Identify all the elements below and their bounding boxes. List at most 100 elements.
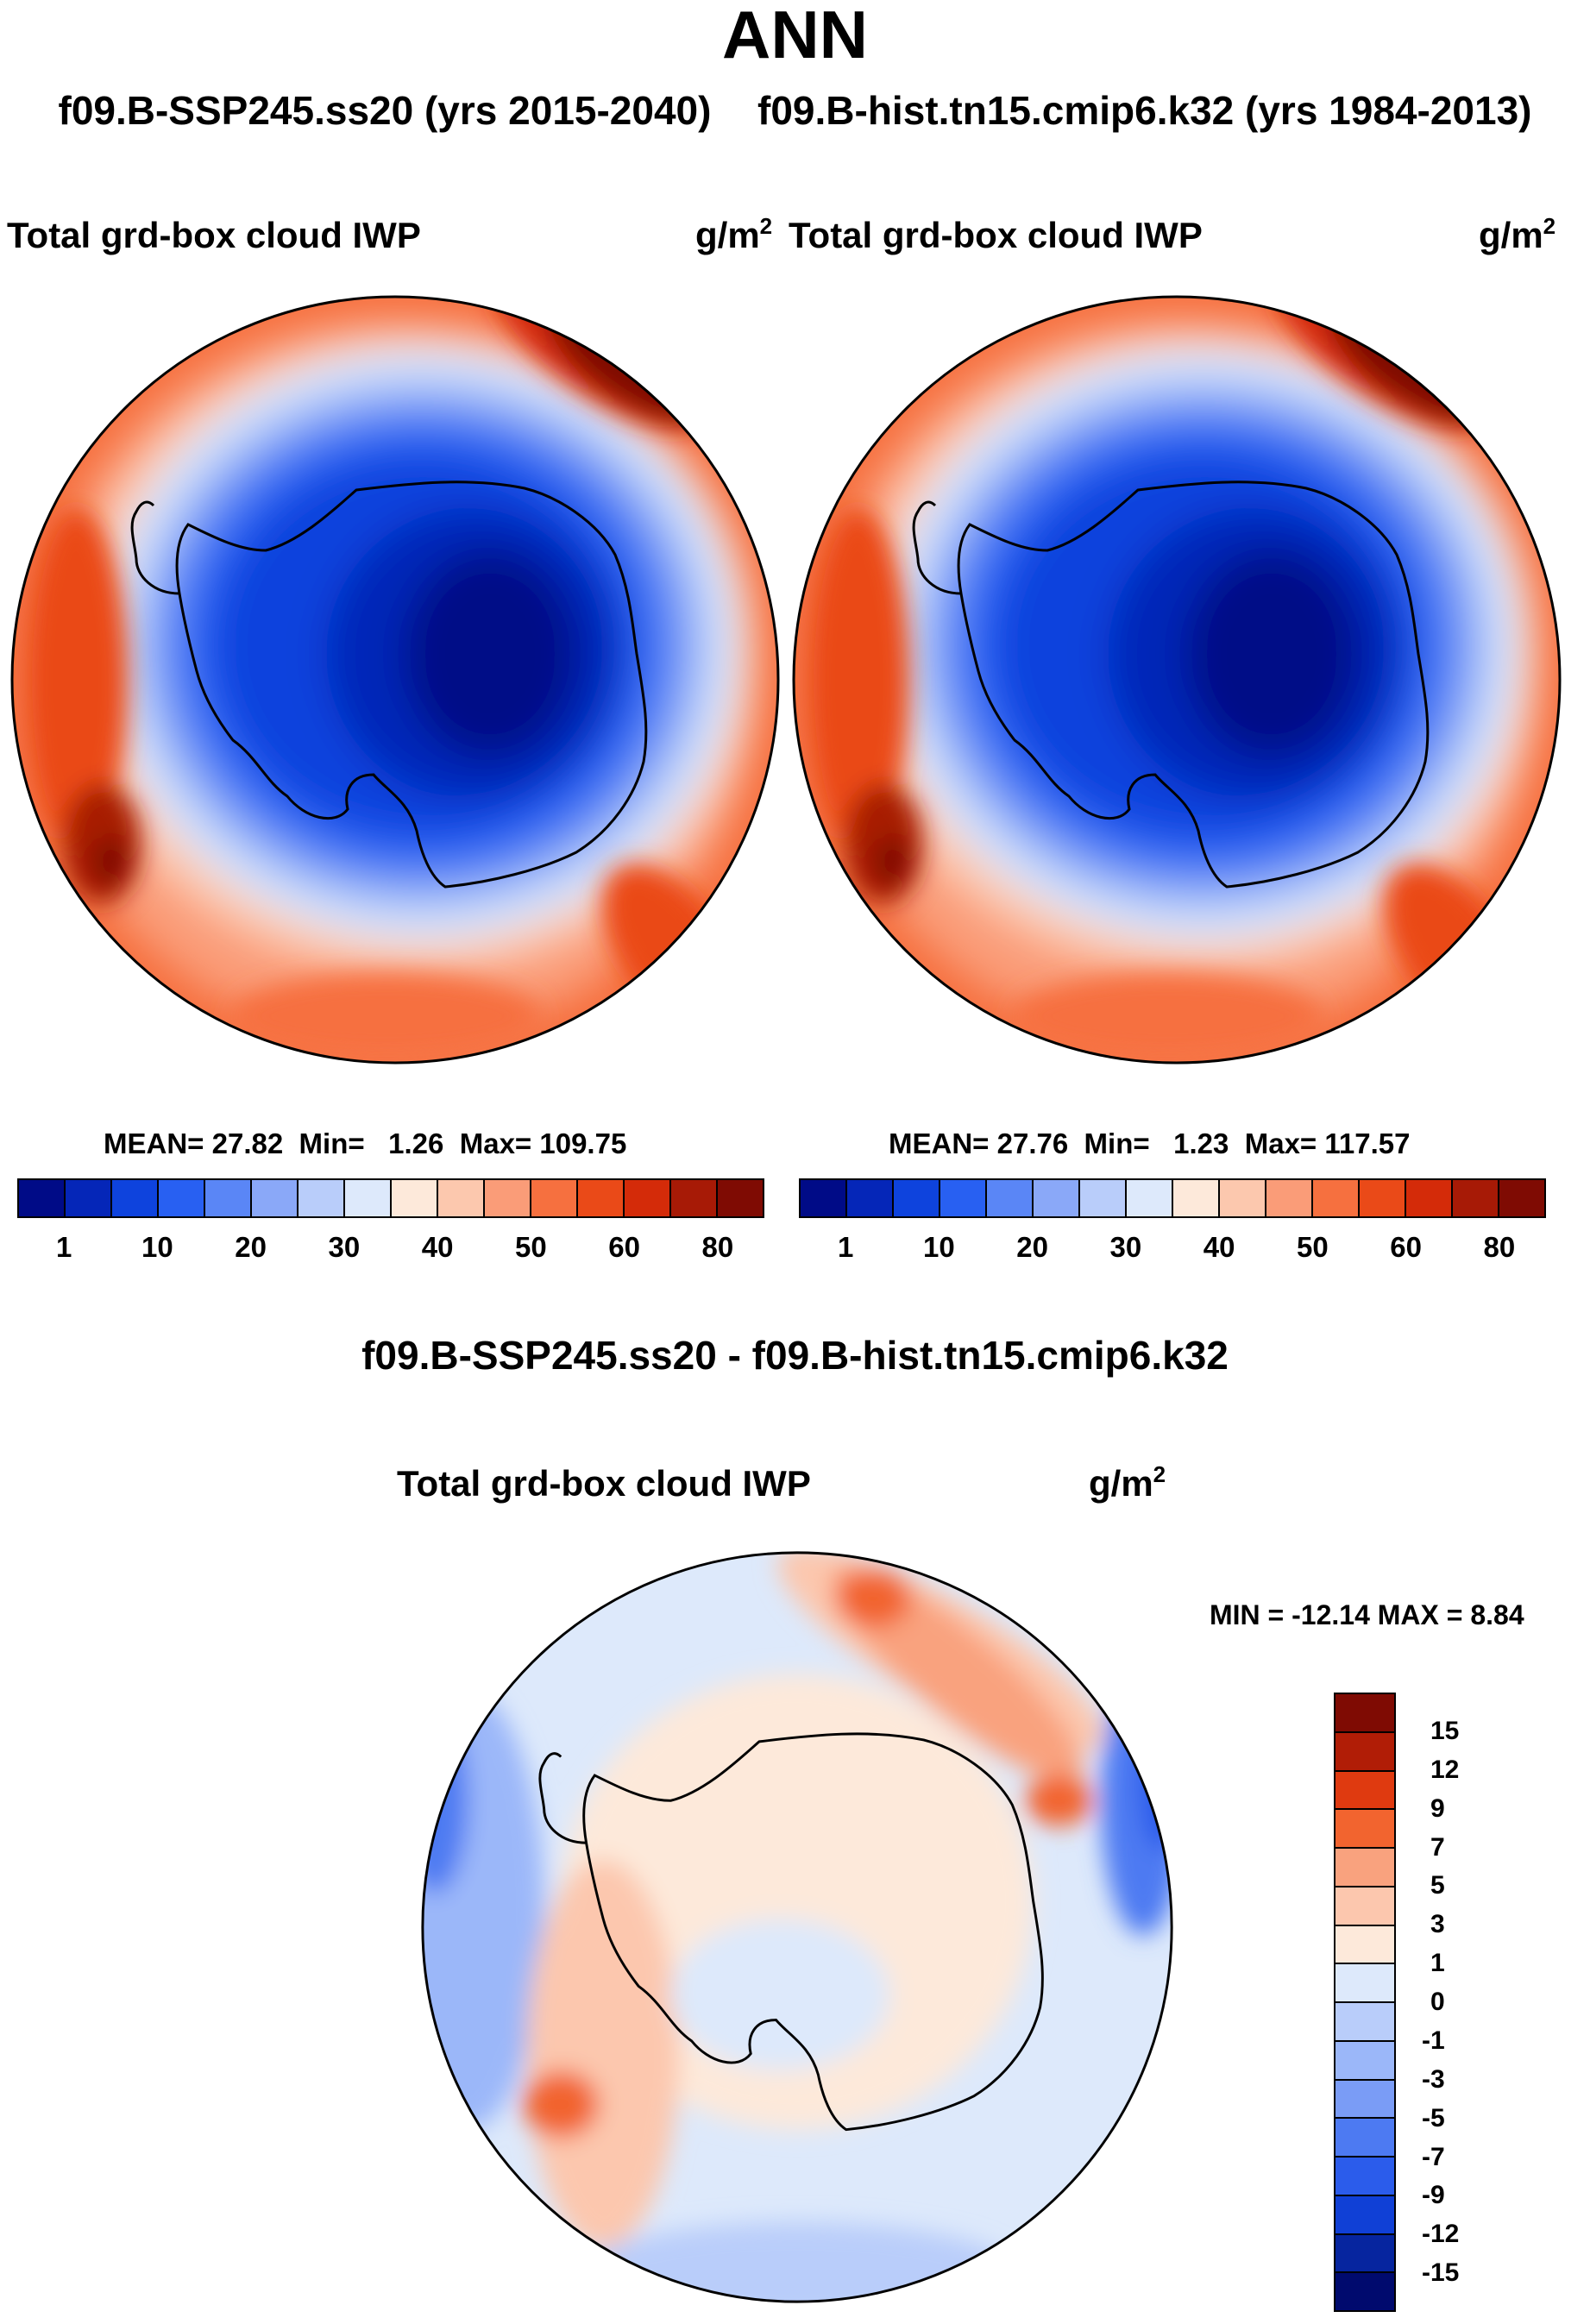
panel-right-variable: Total grd-box cloud IWP [789, 215, 1203, 255]
colorbar-cell [1220, 1180, 1266, 1216]
colorbar-tick-label: 1 [1430, 1949, 1445, 1978]
colorbar-cell [159, 1180, 205, 1216]
colorbar-tick-label: 10 [923, 1231, 955, 1263]
colorbar-tick-label: -9 [1422, 2181, 1445, 2210]
colorbar-left [17, 1178, 764, 1218]
difference-units: g/m2 [1089, 1461, 1166, 1504]
colorbar-cell [671, 1180, 718, 1216]
colorbar-cell [1335, 2119, 1394, 2158]
colorbar-cell [1335, 2158, 1394, 2196]
colorbar-cell [625, 1180, 671, 1216]
colorbar-cell [66, 1180, 112, 1216]
colorbar-tick-label: 10 [141, 1231, 173, 1263]
colorbar-cell [1335, 2195, 1394, 2235]
panel-right-stats: MEAN= 27.76 Min= 1.23 Max= 117.57 [889, 1127, 1411, 1159]
colorbar-tick-label: 20 [235, 1231, 267, 1263]
colorbar-tick-label: 3 [1430, 1910, 1445, 1939]
colorbar-cell [252, 1180, 299, 1216]
colorbar-tick-label: -3 [1422, 2064, 1445, 2094]
difference-variable: Total grd-box cloud IWP [397, 1463, 811, 1504]
colorbar-tick-label: 0 [1430, 1988, 1445, 2016]
colorbar-tick-label: 60 [1390, 1231, 1422, 1263]
colorbar-right-labels: 1 10 20 30 40 50 60 80 [799, 1232, 1546, 1266]
colorbar-tick-label: -12 [1422, 2220, 1460, 2249]
map-right-historical [792, 295, 1562, 1065]
colorbar-cell [205, 1180, 252, 1216]
colorbar-cell [1499, 1180, 1544, 1216]
colorbar-tick-label: -1 [1422, 2026, 1445, 2055]
colorbar-cell [1335, 2234, 1394, 2274]
case-left-label: f09.B-SSP245.ss20 (yrs 2015-2040) [58, 88, 712, 133]
colorbar-left-labels: 1 10 20 30 40 50 60 80 [17, 1232, 764, 1266]
colorbar-cell [1335, 1810, 1394, 1849]
main-title: ANN [722, 0, 868, 72]
colorbar-tick-label: 1 [55, 1231, 72, 1263]
map-left-ssp245 [10, 295, 780, 1065]
colorbar-cell [438, 1180, 485, 1216]
colorbar-difference [1334, 1693, 1396, 2312]
colorbar-cell [1335, 1964, 1394, 2003]
colorbar-tick-label: 40 [421, 1231, 454, 1263]
panel-left-variable: Total grd-box cloud IWP [7, 215, 421, 255]
colorbar-cell [801, 1180, 847, 1216]
colorbar-cell [847, 1180, 894, 1216]
colorbar-cell [1406, 1180, 1453, 1216]
colorbar-tick-label: 30 [328, 1231, 361, 1263]
colorbar-cell [1335, 1694, 1394, 1733]
colorbar-cell [1335, 1887, 1394, 1926]
panel-left-stats: MEAN= 27.82 Min= 1.26 Max= 109.75 [104, 1127, 627, 1159]
colorbar-tick-label: 1 [837, 1231, 854, 1263]
colorbar-tick-label: 50 [515, 1231, 547, 1263]
colorbar-cell [894, 1180, 940, 1216]
colorbar-tick-label: 80 [1483, 1231, 1516, 1263]
panel-right-units: g/m2 [1479, 213, 1556, 255]
colorbar-difference-labels: 15 12 9 7 5 3 1 0 -1 -3 -5 -7 -9 -12 -15 [1422, 1693, 1525, 2312]
difference-title: f09.B-SSP245.ss20 - f09.B-hist.tn15.cmip… [361, 1333, 1229, 1378]
colorbar-cell [1127, 1180, 1173, 1216]
colorbar-tick-label: 20 [1016, 1231, 1048, 1263]
colorbar-tick-label: 30 [1109, 1231, 1142, 1263]
colorbar-cell [1335, 2080, 1394, 2120]
colorbar-tick-label: 60 [608, 1231, 640, 1263]
colorbar-cell [1335, 1732, 1394, 1772]
colorbar-tick-label: 15 [1430, 1716, 1460, 1745]
colorbar-tick-label: -5 [1422, 2103, 1445, 2132]
colorbar-cell [19, 1180, 66, 1216]
colorbar-tick-label: 80 [701, 1231, 734, 1263]
colorbar-cell [1335, 1849, 1394, 1887]
case-subtitle: f09.B-SSP245.ss20 (yrs 2015-2040) f09.B-… [0, 86, 1590, 135]
colorbar-cell [940, 1180, 987, 1216]
colorbar-cell [392, 1180, 438, 1216]
colorbar-cell [1335, 2003, 1394, 2042]
colorbar-cell [987, 1180, 1034, 1216]
colorbar-cell [531, 1180, 578, 1216]
colorbar-cell [299, 1180, 345, 1216]
colorbar-tick-label: 40 [1203, 1231, 1235, 1263]
colorbar-cell [718, 1180, 763, 1216]
colorbar-tick-label: 9 [1430, 1793, 1445, 1823]
colorbar-cell [345, 1180, 392, 1216]
colorbar-cell [578, 1180, 625, 1216]
colorbar-tick-label: 12 [1430, 1755, 1460, 1784]
colorbar-cell [1335, 2273, 1394, 2310]
colorbar-tick-label: 50 [1297, 1231, 1329, 1263]
colorbar-cell [1335, 2041, 1394, 2081]
case-right-label: f09.B-hist.tn15.cmip6.k32 (yrs 1984-2013… [757, 88, 1532, 133]
colorbar-cell [1335, 1771, 1394, 1811]
colorbar-cell [1266, 1180, 1313, 1216]
colorbar-right [799, 1178, 1546, 1218]
colorbar-cell [1080, 1180, 1127, 1216]
colorbar-cell [1453, 1180, 1499, 1216]
panel-left-units: g/m2 [695, 213, 773, 255]
colorbar-cell [1360, 1180, 1406, 1216]
colorbar-cell [1034, 1180, 1080, 1216]
difference-min-max: MIN = -12.14 MAX = 8.84 [1210, 1599, 1524, 1630]
colorbar-tick-label: -15 [1422, 2258, 1460, 2288]
colorbar-tick-label: 7 [1430, 1832, 1445, 1862]
colorbar-cell [112, 1180, 159, 1216]
colorbar-cell [1335, 1925, 1394, 1965]
colorbar-tick-label: -7 [1422, 2142, 1445, 2171]
colorbar-cell [1313, 1180, 1360, 1216]
map-difference [421, 1551, 1173, 2303]
colorbar-tick-label: 5 [1430, 1871, 1445, 1900]
